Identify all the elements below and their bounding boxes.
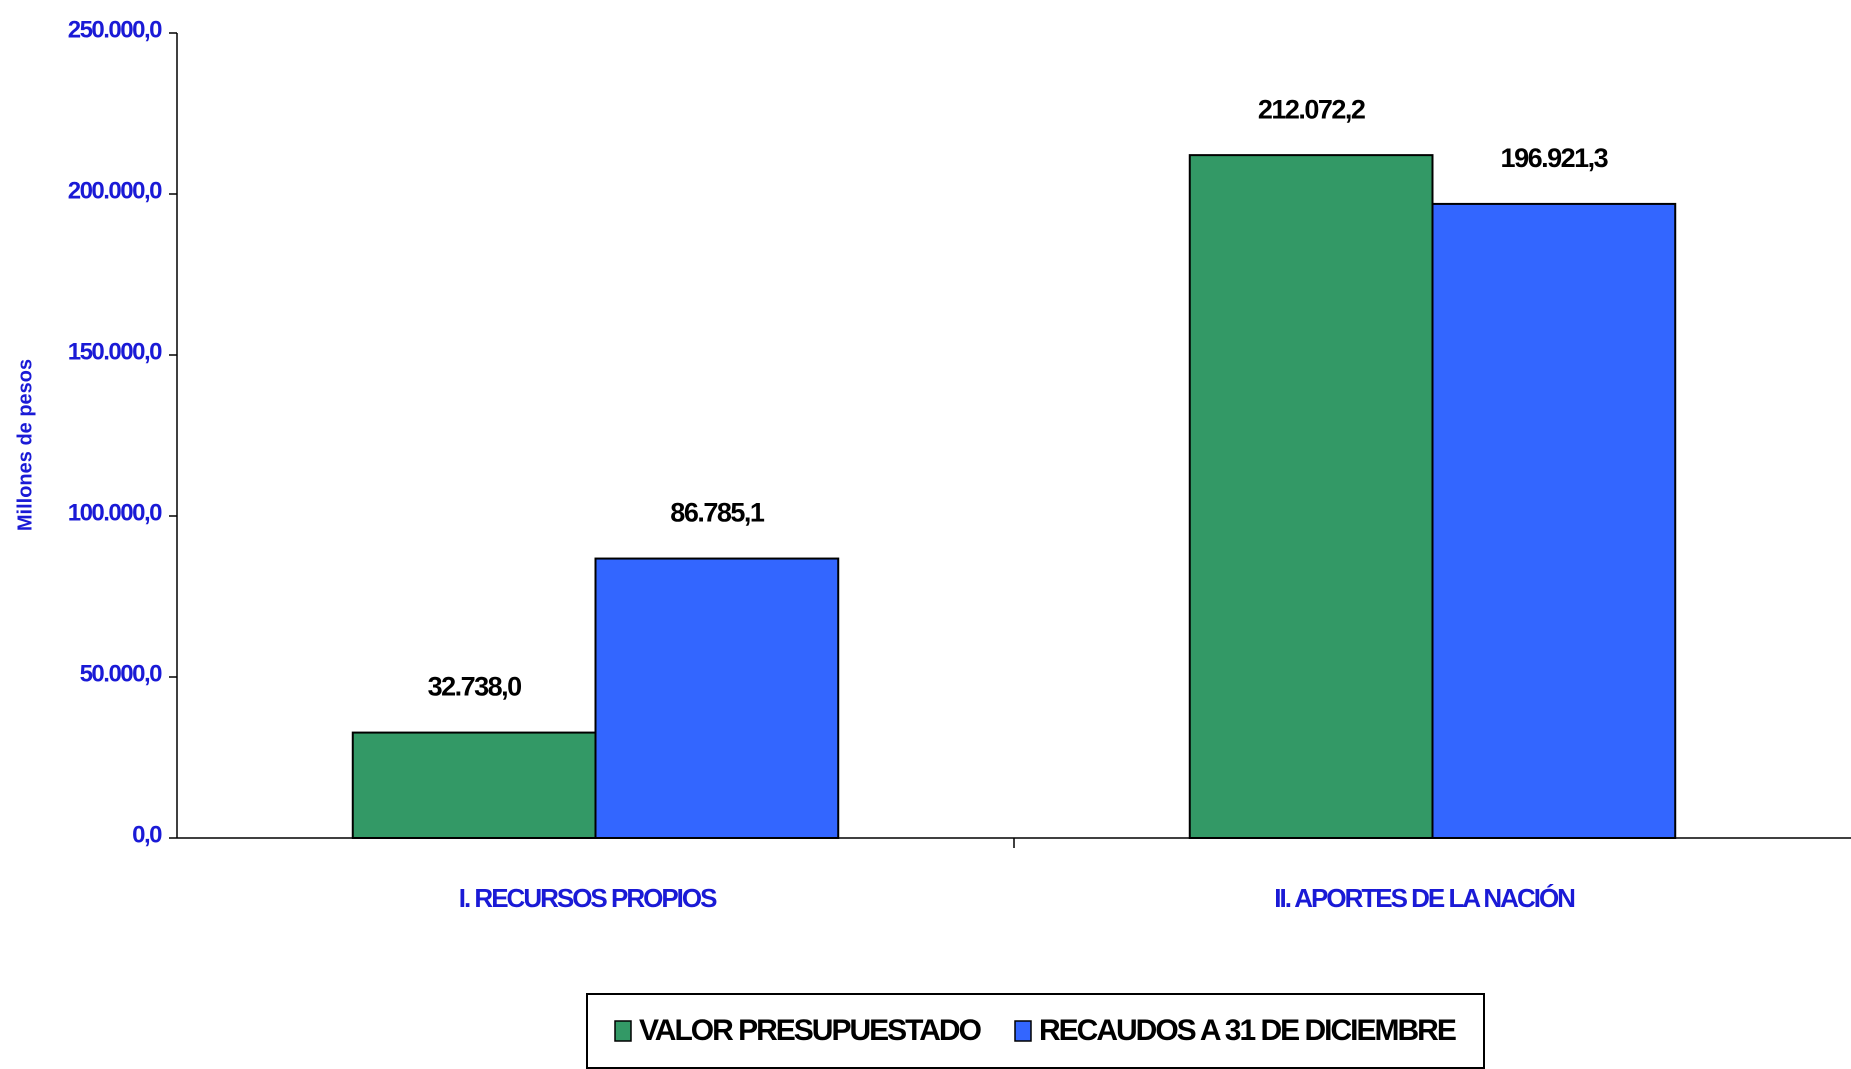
- value-label: 32.738,0: [428, 672, 522, 702]
- legend-box: [586, 993, 1485, 1069]
- legend-swatch: [614, 1020, 632, 1042]
- y-tick-label: 150.000,0: [68, 338, 162, 365]
- x-tick-label: II. APORTES DE LA NACIÓN: [1274, 883, 1575, 913]
- legend-label: RECAUDOS A 31 DE DICIEMBRE: [1039, 1014, 1456, 1047]
- value-label: 86.785,1: [670, 498, 765, 528]
- y-tick-label: 200.000,0: [68, 177, 162, 204]
- y-tick-label: 50.000,0: [80, 660, 163, 687]
- value-label: 196.921,3: [1501, 143, 1609, 173]
- y-axis-title: Millones de pesos: [14, 359, 36, 531]
- y-tick-label: 250.000,0: [68, 16, 162, 43]
- legend-swatch: [1014, 1020, 1032, 1042]
- bar: [1188, 154, 1434, 840]
- legend-label: VALOR PRESUPUESTADO: [639, 1014, 982, 1047]
- bar: [351, 731, 597, 839]
- x-tick-label: I. RECURSOS PROPIOS: [459, 883, 717, 913]
- bar: [594, 557, 840, 840]
- value-label: 212.072,2: [1258, 94, 1365, 124]
- y-tick-label: 100.000,0: [68, 499, 162, 526]
- bar: [1431, 202, 1677, 840]
- y-tick-label: 0,0: [132, 821, 162, 848]
